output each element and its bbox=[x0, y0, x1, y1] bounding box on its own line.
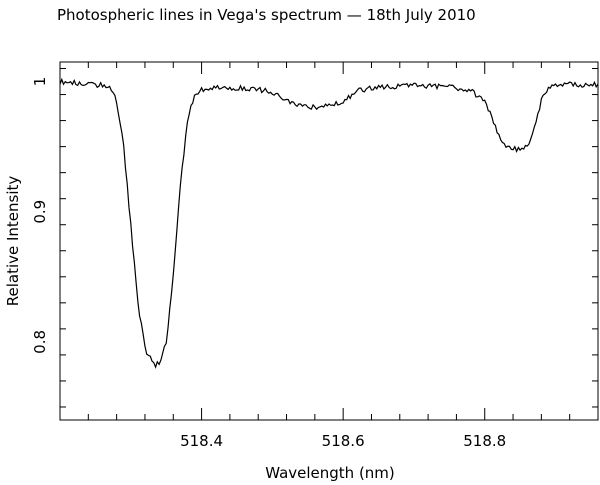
x-axis-label: Wavelength (nm) bbox=[265, 464, 395, 482]
x-tick-label: 518.4 bbox=[180, 432, 223, 450]
chart-title: Photospheric lines in Vega's spectrum — … bbox=[57, 6, 476, 24]
x-ticks: 518.4 518.6 518.8 bbox=[59, 62, 599, 450]
y-tick-label: 0.8 bbox=[31, 330, 49, 354]
plot-frame bbox=[59, 61, 599, 421]
x-tick-label: 518.6 bbox=[322, 432, 365, 450]
y-ticks: 0.8 0.9 1 bbox=[31, 68, 598, 408]
spectrum-line bbox=[59, 77, 599, 369]
y-tick-label: 1 bbox=[31, 77, 49, 87]
y-tick-label: 0.9 bbox=[31, 200, 49, 224]
x-tick-label: 518.8 bbox=[463, 432, 506, 450]
y-axis-label: Relative Intensity bbox=[4, 176, 22, 307]
